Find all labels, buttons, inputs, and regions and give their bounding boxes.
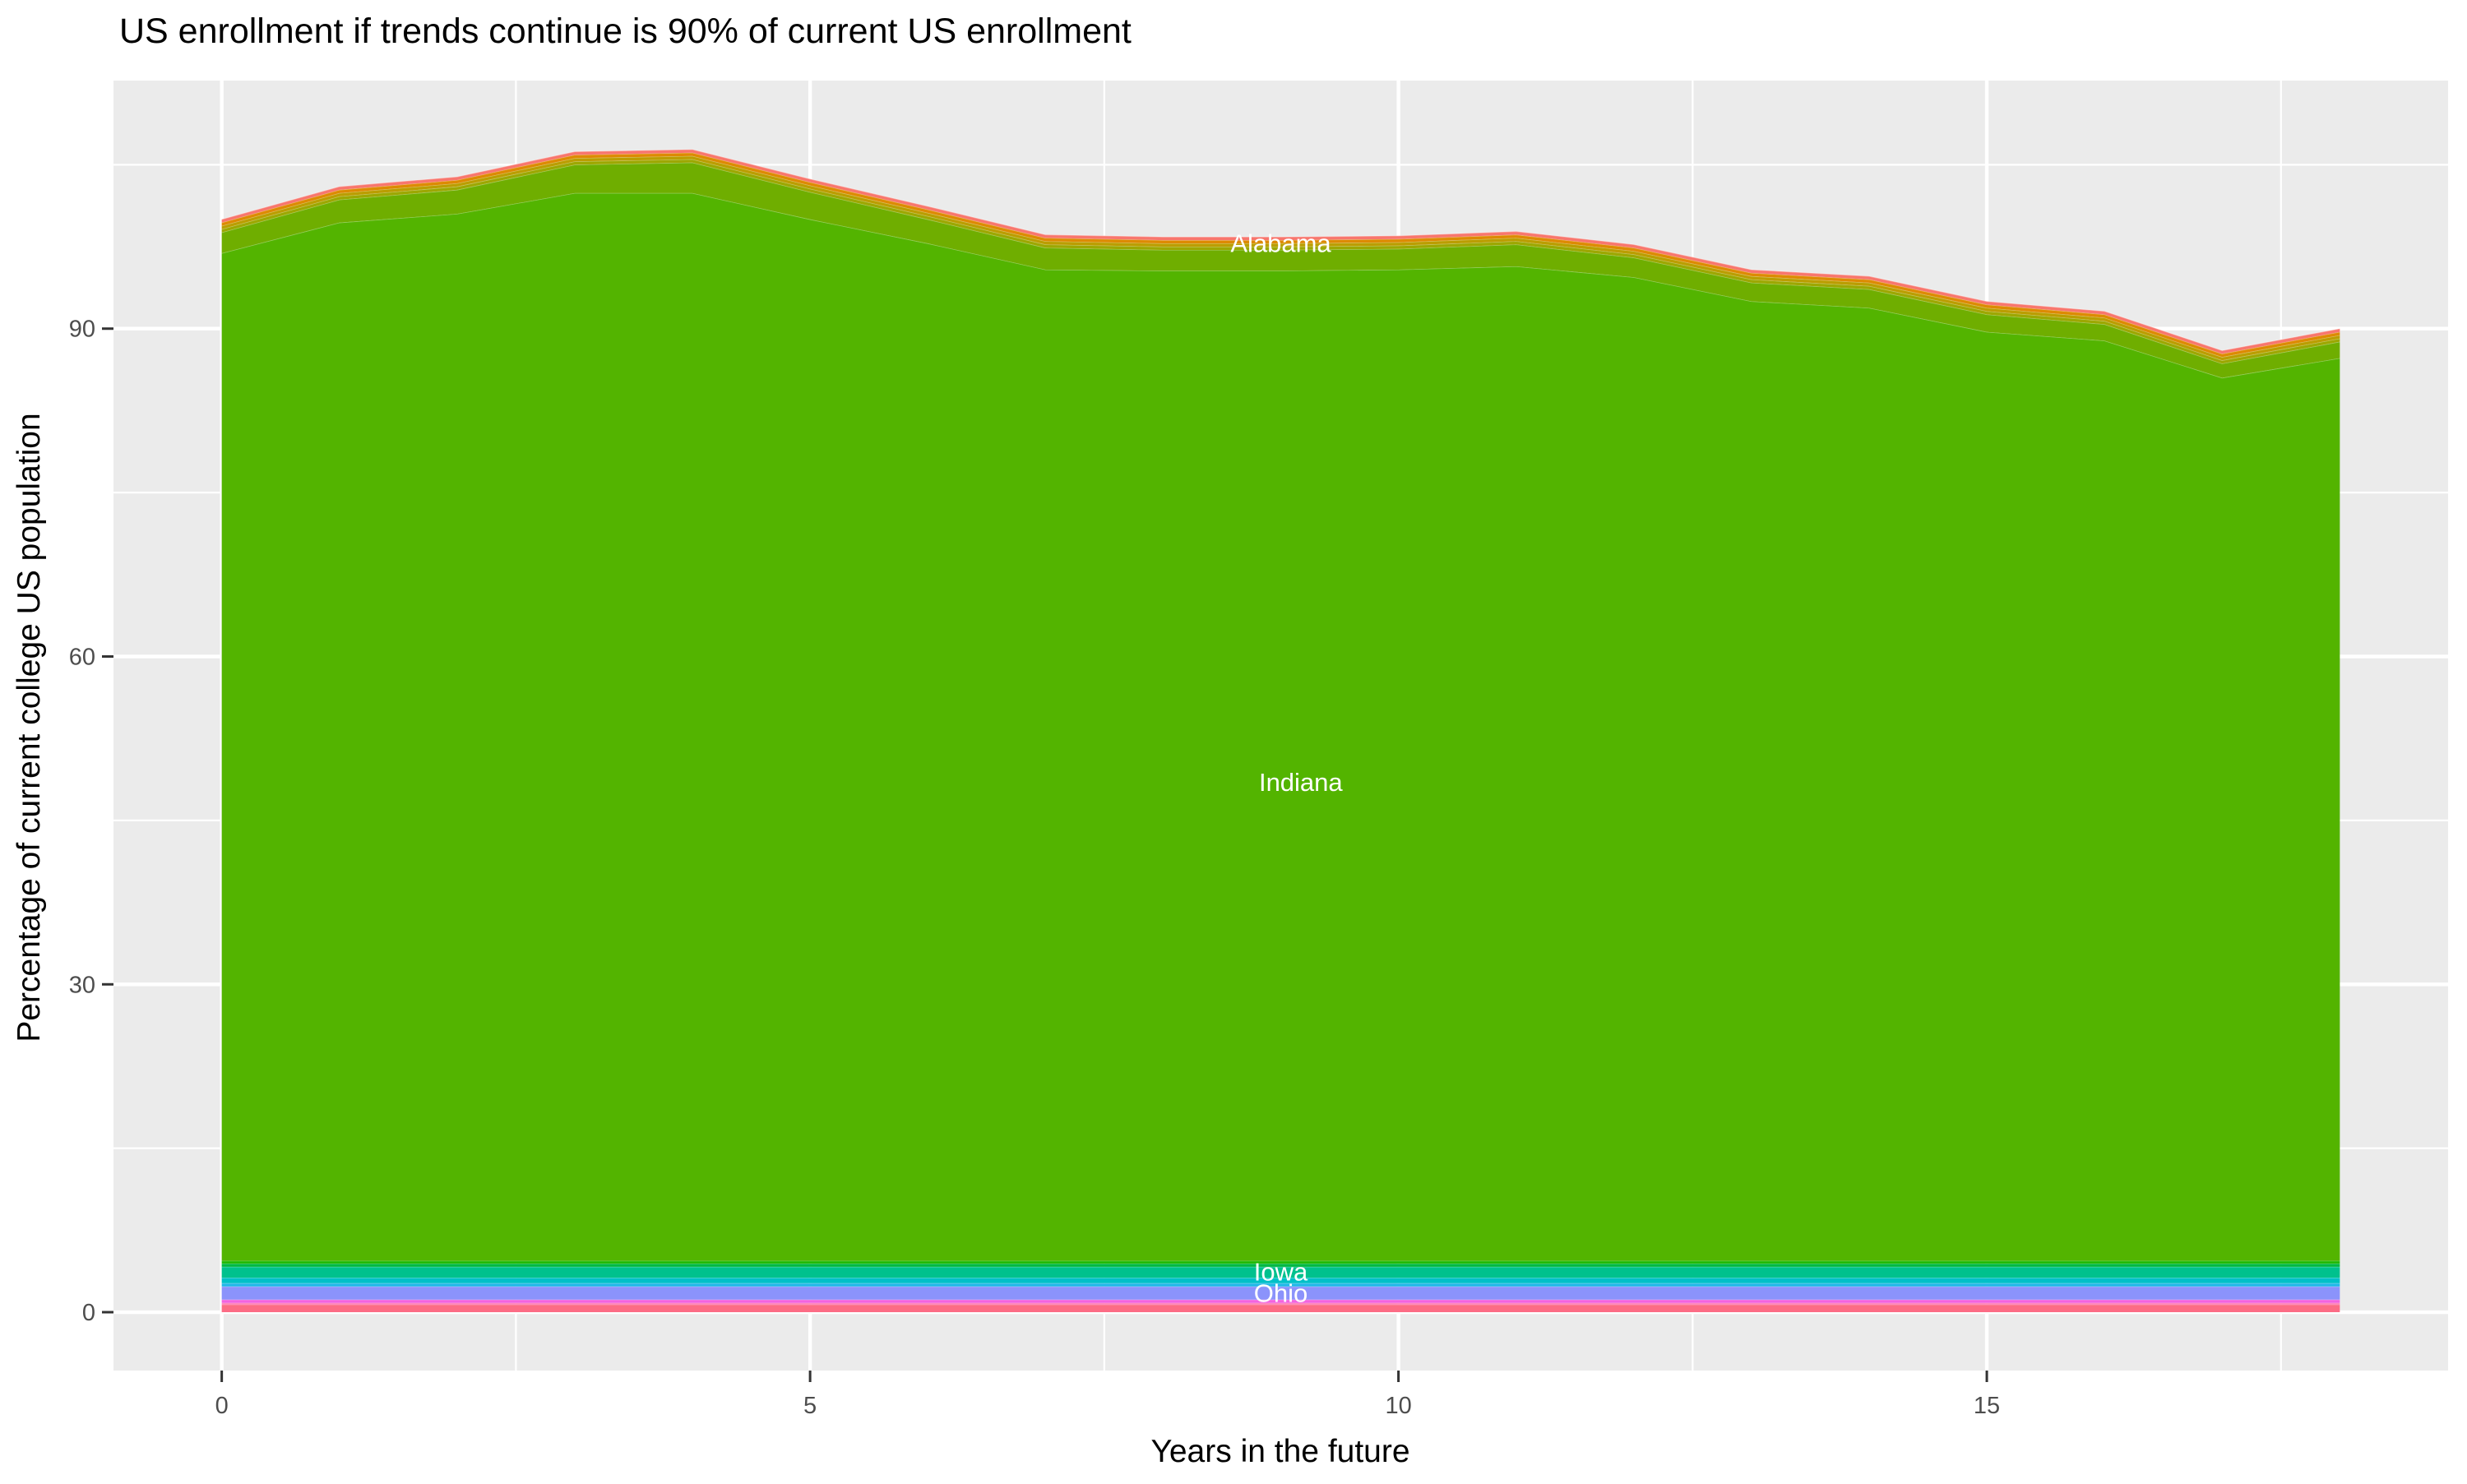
area-band-chartreuse [221,162,2340,378]
x-axis-title: Years in the future [1150,1434,1409,1469]
area-indiana [221,192,2340,1261]
area-iowa [221,1266,2340,1278]
axis-tick-labels: 0 30 60 90 0 5 10 15 [69,317,2000,1419]
stacked-area-series [221,149,2340,1313]
y-tick-label-90: 90 [69,317,95,343]
area-band-spring-line [221,1263,2340,1267]
plot-title: US enrollment if trends continue is 90% … [119,12,1132,51]
x-tick-label-5: 5 [803,1393,817,1419]
y-axis-title: Percentage of current college US populat… [12,413,47,1042]
area-band-magenta-line [221,1299,2340,1303]
y-tick-label-60: 60 [69,644,95,670]
area-band-azure-line [221,1283,2340,1287]
area-label-iowa: Iowa [1254,1257,1308,1286]
x-tick-label-15: 15 [1974,1393,2000,1419]
area-label-ohio: Ohio [1254,1278,1308,1307]
area-label-alabama: Alabama [1230,229,1331,258]
area-ohio [221,1286,2340,1300]
area-label-indiana: Indiana [1259,768,1343,797]
y-tick-label-30: 30 [69,972,95,998]
area-band-cyan [221,1278,2340,1283]
seam-alabama [221,149,2340,351]
x-tick-label-10: 10 [1385,1393,1411,1419]
area-band-pink-line [221,1302,2340,1305]
area-band-rose-bottom [221,1304,2340,1313]
area-band-green-line [221,1260,2340,1264]
y-tick-label-0: 0 [82,1300,95,1326]
axis-tick-marks [102,327,1988,1382]
x-tick-label-0: 0 [215,1393,229,1419]
